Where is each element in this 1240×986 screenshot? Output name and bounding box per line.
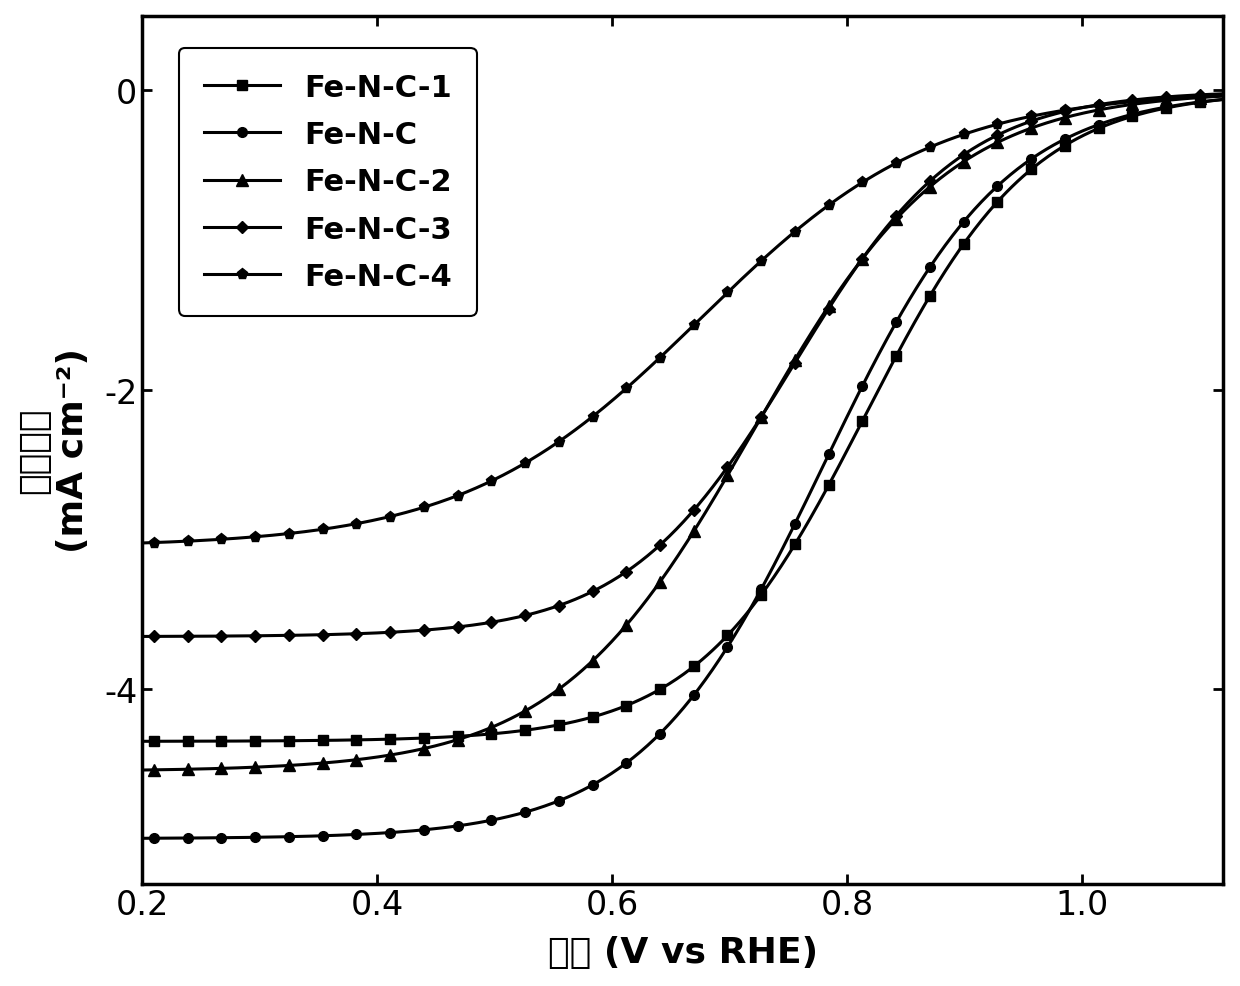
Y-axis label: 电流密度
(mA cm⁻²): 电流密度 (mA cm⁻²) xyxy=(16,348,91,552)
X-axis label: 电压 (V vs RHE): 电压 (V vs RHE) xyxy=(548,936,818,969)
Legend: Fe-N-C-1, Fe-N-C, Fe-N-C-2, Fe-N-C-3, Fe-N-C-4: Fe-N-C-1, Fe-N-C, Fe-N-C-2, Fe-N-C-3, Fe… xyxy=(179,49,476,317)
